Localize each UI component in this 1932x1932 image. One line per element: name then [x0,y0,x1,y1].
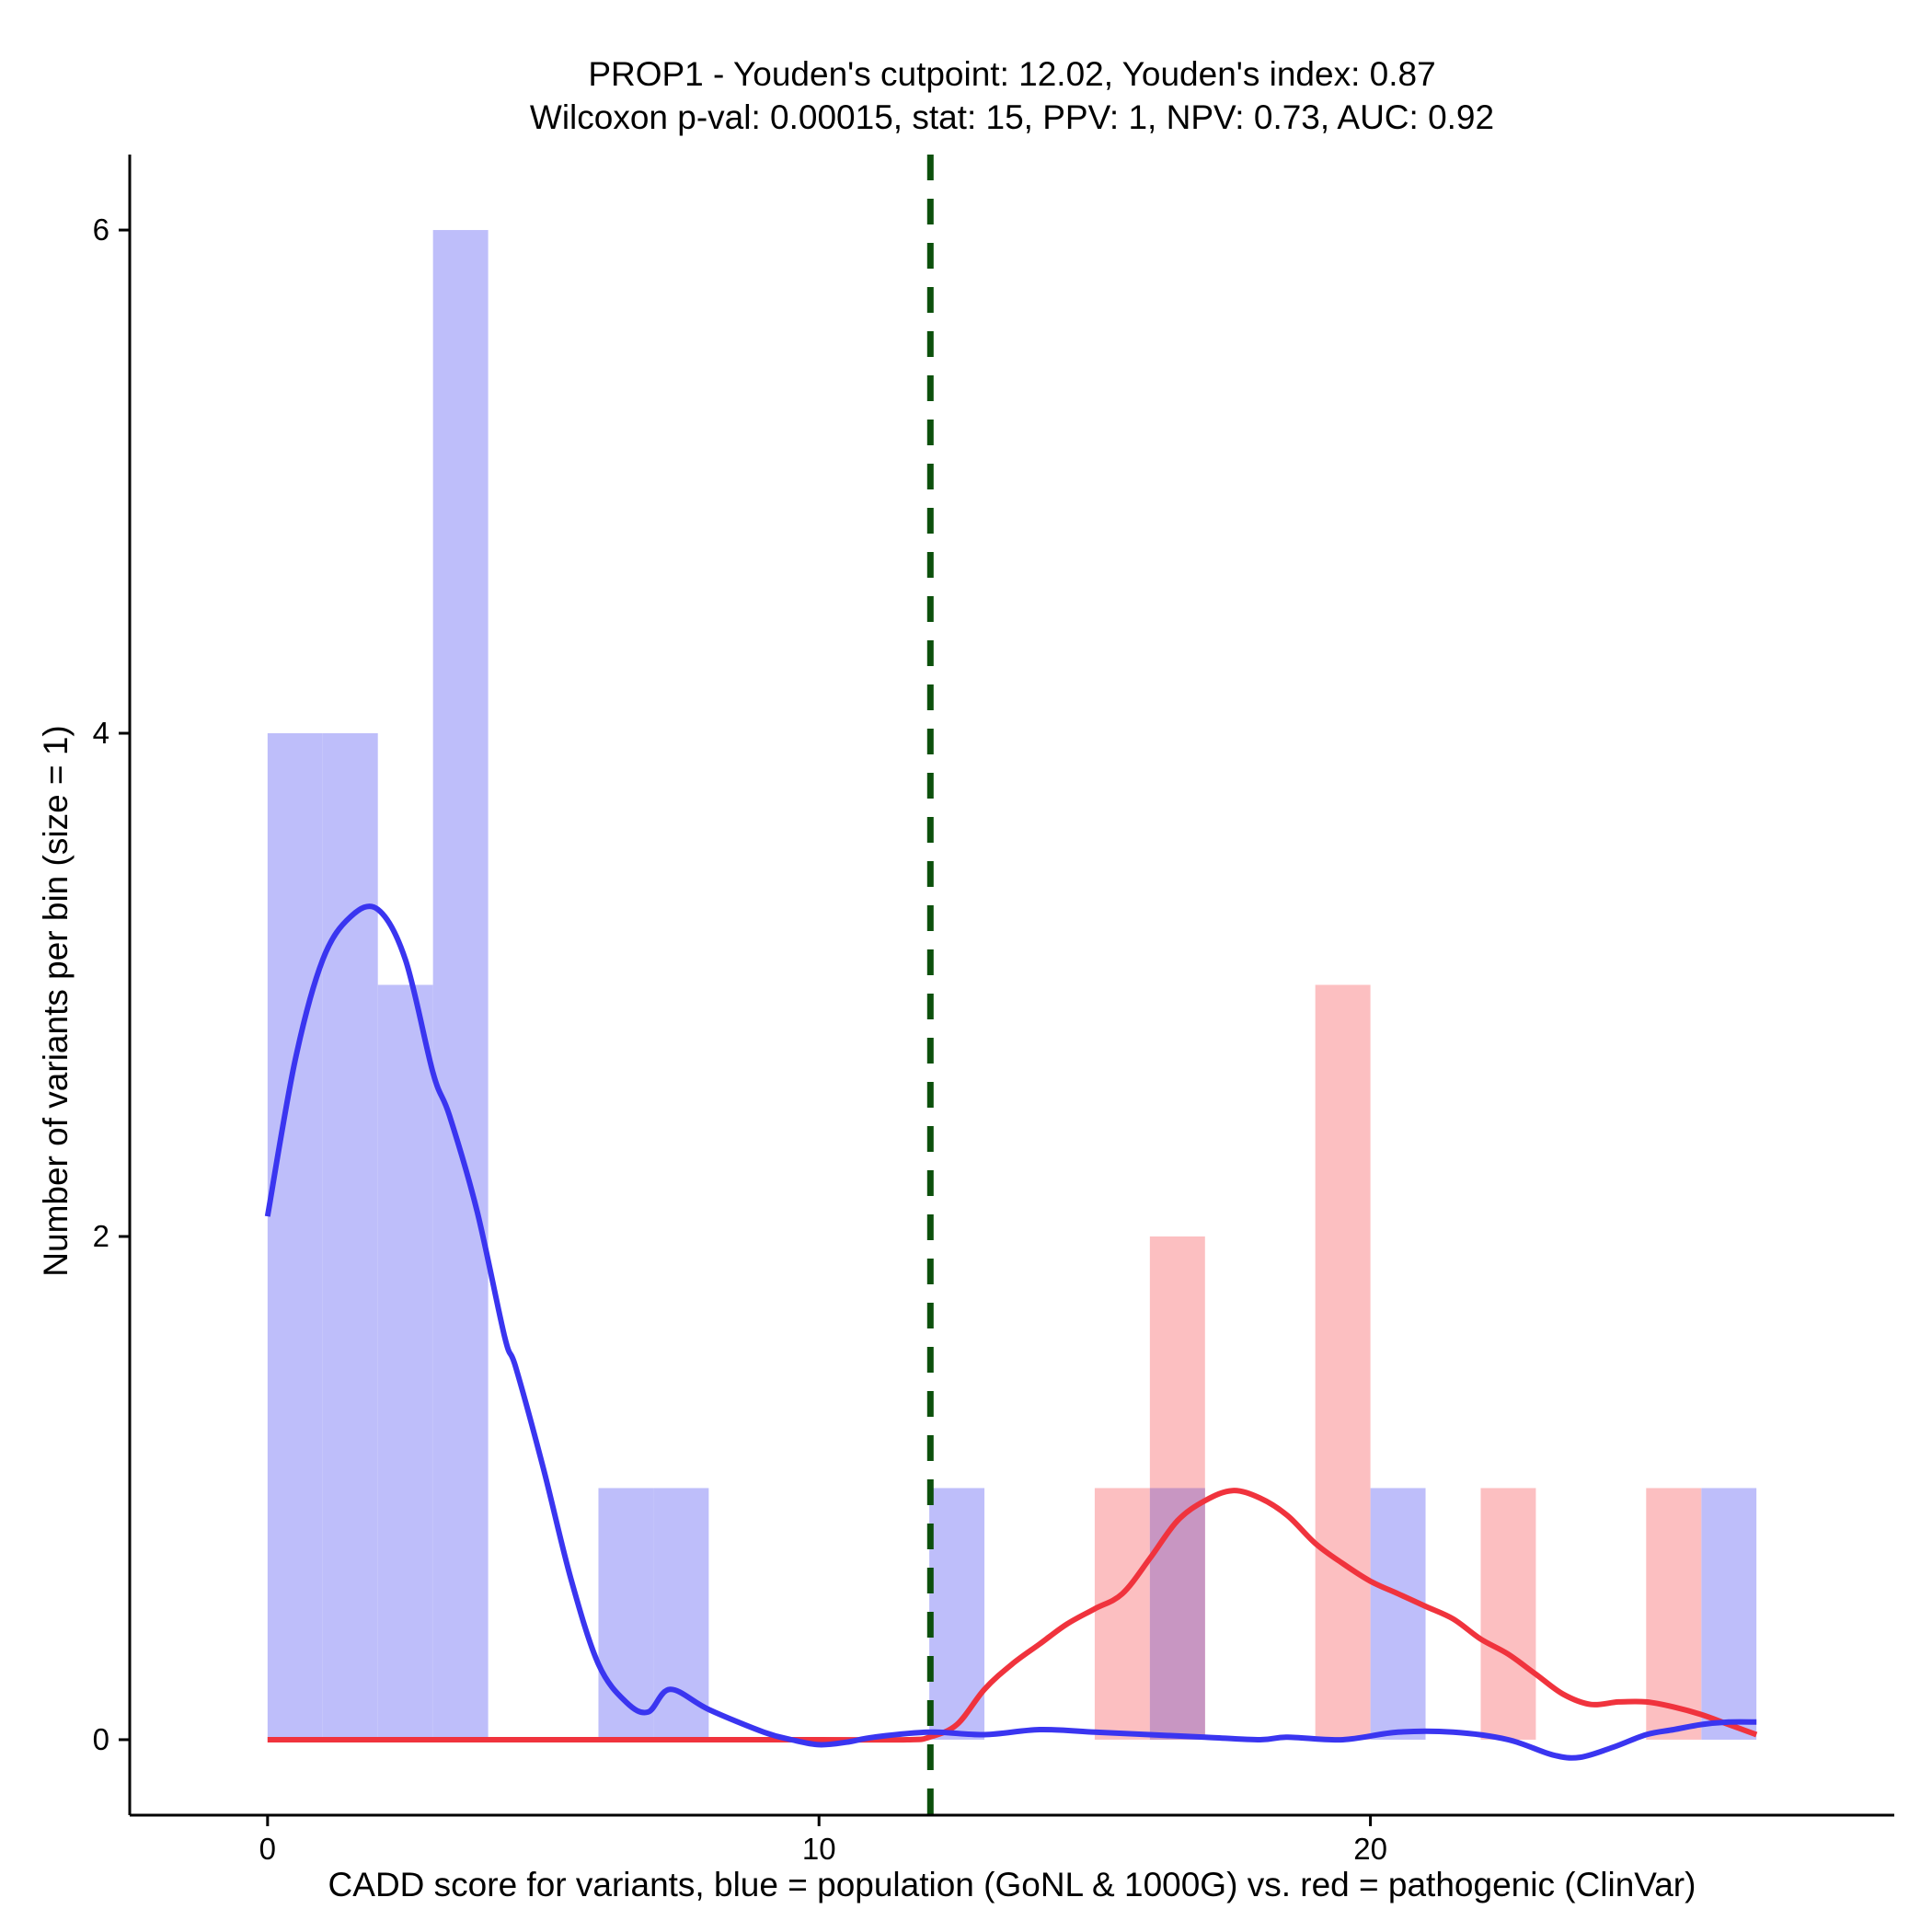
x-tick-label-2: 20 [1353,1832,1387,1866]
pathogenic-bar-2 [1315,984,1371,1740]
y-tick-label-1: 2 [93,1219,109,1253]
population-density-line [264,903,1757,1761]
pathogenic-density-line [267,1488,1758,1743]
density-lines [264,903,1758,1761]
x-axis-ticks: 0 10 20 [259,1815,1387,1866]
overlap-bars [1149,1488,1205,1740]
pathogenic-bar-3 [1480,1488,1536,1740]
pathogenic-bar-4 [1646,1488,1702,1740]
population-bar-0 [267,733,323,1740]
x-tick-label-0: 0 [259,1832,276,1866]
y-tick-label-3: 6 [93,213,109,247]
population-bar-3 [432,230,489,1740]
population-bar-2 [377,984,433,1740]
chart-title-line-2: Wilcoxon p-val: 0.00015, stat: 15, PPV: … [530,98,1494,136]
y-tick-label-2: 4 [93,716,109,750]
overlap-bar-16 [1149,1488,1205,1740]
chart-title-line-1: PROP1 - Youden's cutpoint: 12.02, Youden… [588,55,1435,93]
y-tick-label-0: 0 [93,1722,109,1756]
population-bar-1 [322,733,378,1740]
axes [128,155,1894,1817]
pathogenic-bar-0 [1094,1488,1150,1740]
x-tick-label-1: 10 [802,1832,836,1866]
x-axis-label: CADD score for variants, blue = populati… [328,1866,1696,1903]
population-bar-9 [1701,1488,1757,1740]
population-bar-4 [598,1488,654,1740]
population-bar-8 [1370,1488,1426,1740]
y-axis-ticks: 0 2 4 6 [93,213,130,1756]
y-axis-label: Number of variants per bin (size = 1) [37,725,75,1276]
